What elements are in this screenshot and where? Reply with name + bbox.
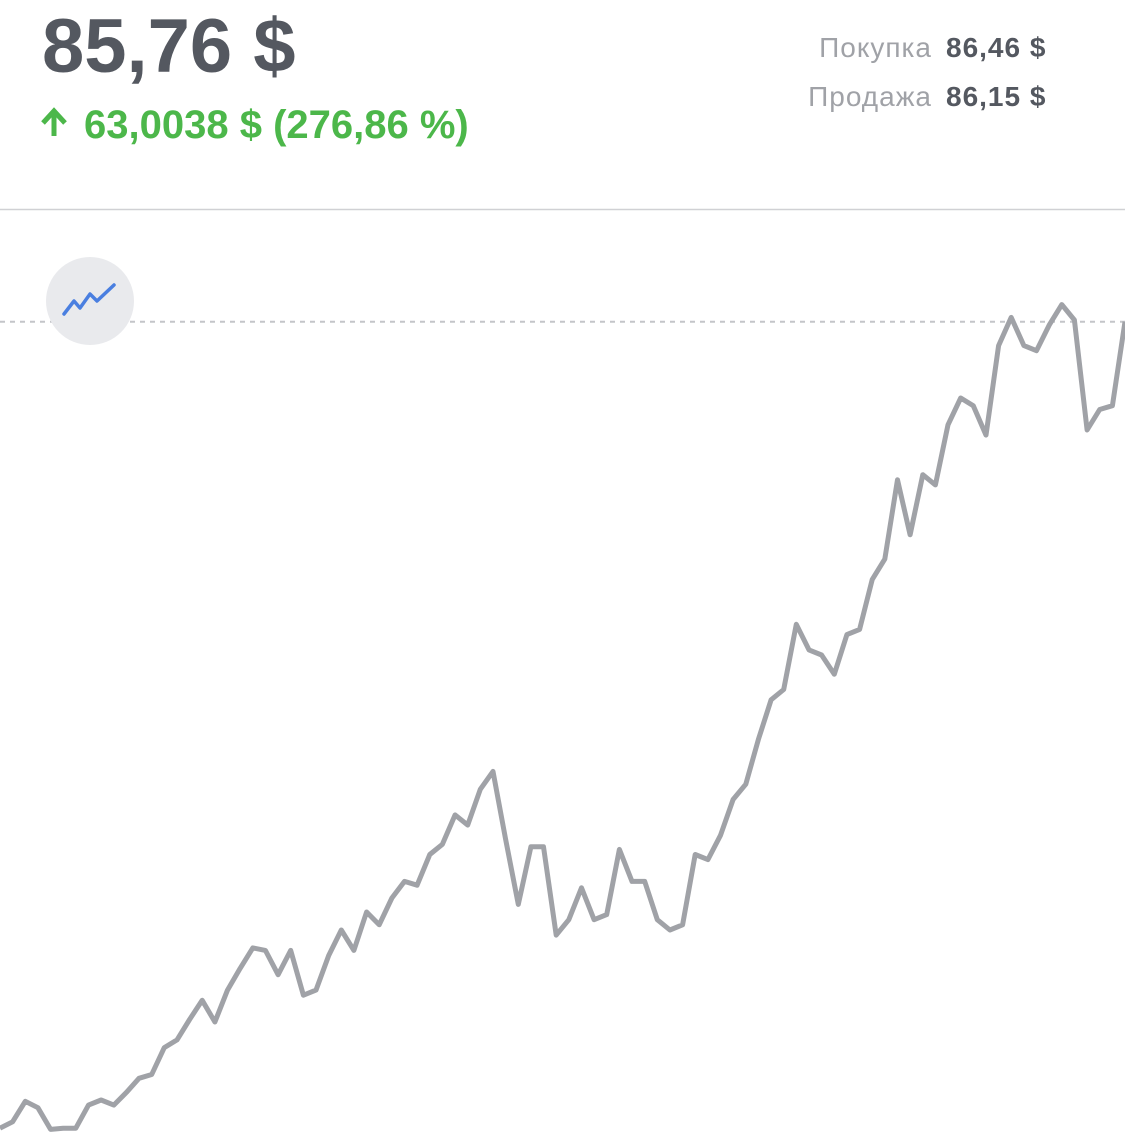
chart-type-button[interactable] [46,257,134,345]
price-change: 63,0038 $ (276,86 %) [84,103,469,147]
buy-label: Покупка [819,32,932,63]
price-line [0,302,1125,1132]
sell-value: 86,15 $ [946,81,1046,112]
buy-value: 86,46 $ [946,32,1046,63]
chart [0,302,1125,1132]
chart-type-icon [62,283,116,316]
up-arrow [41,107,67,136]
price: 85,76 $ [42,4,296,89]
sell-label: Продажа [808,81,932,112]
